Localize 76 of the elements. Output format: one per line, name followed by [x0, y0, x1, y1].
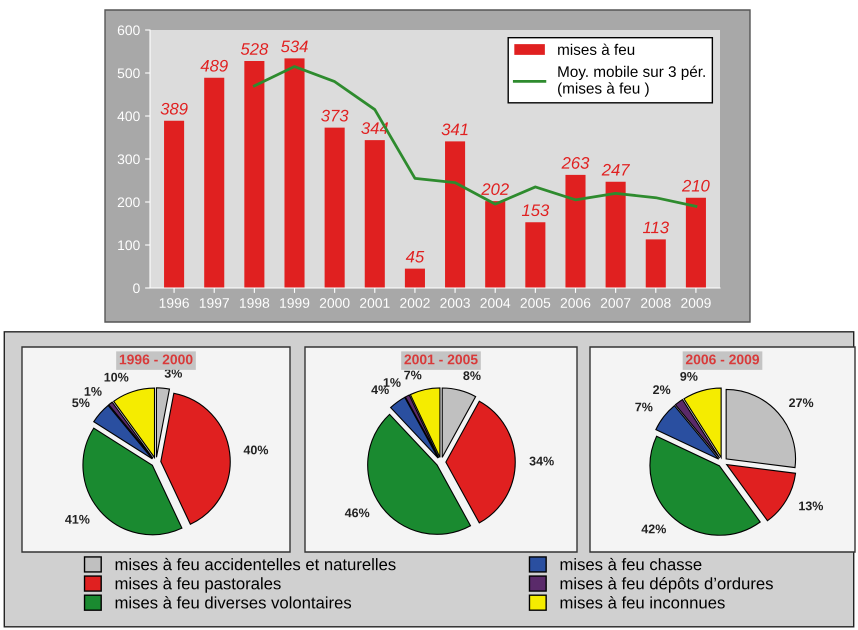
- y-tick-label: 100: [118, 240, 140, 250]
- y-tick-label: 400: [117, 111, 140, 122]
- data-label: 42%: [641, 524, 666, 534]
- x-tick-label: 2006: [560, 298, 590, 308]
- bar: [364, 140, 385, 288]
- bar: [284, 58, 305, 288]
- data-label: 45: [406, 250, 424, 263]
- x-tick-label: 2009: [681, 298, 711, 308]
- bar: [244, 60, 264, 288]
- data-label: 4%: [371, 385, 389, 394]
- y-tick-label: 500: [118, 68, 140, 78]
- data-label: 34%: [529, 456, 554, 466]
- data-label: 373: [321, 110, 348, 122]
- data-label: 41%: [65, 514, 90, 524]
- data-label: 113: [642, 222, 669, 234]
- bar: [404, 268, 425, 288]
- data-label: 1%: [384, 378, 401, 387]
- bar: [525, 222, 546, 288]
- x-tick-label: 1999: [280, 298, 310, 308]
- legend-label: mises à feu inconnues: [560, 596, 725, 609]
- y-tick-label: 600: [118, 25, 140, 36]
- data-label: 263: [561, 157, 590, 169]
- chart-title: 2001 - 2005: [404, 354, 478, 364]
- data-label: 389: [160, 102, 188, 115]
- x-tick-label: 2000: [320, 298, 350, 308]
- bar: [646, 239, 666, 288]
- x-tick-label: 2008: [641, 298, 671, 308]
- data-label: 1%: [84, 386, 102, 396]
- data-label: 9%: [680, 372, 698, 381]
- data-label: 341: [442, 123, 468, 136]
- y-tick-label: 0: [133, 283, 140, 294]
- data-label: 489: [200, 60, 228, 72]
- chart-title: 1996 - 2000: [120, 354, 193, 364]
- data-label: 528: [240, 43, 268, 55]
- data-label: 2%: [653, 385, 670, 394]
- x-tick-label: 1997: [200, 298, 229, 308]
- bar: [485, 201, 506, 288]
- data-label: 247: [602, 164, 630, 176]
- legend-label: mises à feu accidentelles et naturelles: [116, 558, 396, 570]
- data-label: 8%: [463, 371, 481, 380]
- data-label: 27%: [789, 398, 814, 408]
- data-label: 7%: [404, 370, 422, 380]
- data-label: 534: [280, 40, 308, 52]
- legend-label: mises à feu chasse: [560, 558, 702, 570]
- bar: [324, 128, 345, 288]
- x-tick-label: 2001: [360, 298, 390, 308]
- x-tick-label: 2002: [400, 298, 430, 308]
- x-tick-label: 2003: [440, 298, 470, 308]
- data-label: 210: [682, 180, 710, 192]
- x-tick-label: 2004: [480, 298, 510, 308]
- legend-label: mises à feu dépôts d’ordures: [560, 576, 773, 593]
- bar: [164, 120, 184, 288]
- data-label: 5%: [72, 398, 90, 408]
- y-tick-label: 200: [118, 197, 140, 208]
- data-label: 10%: [104, 372, 128, 382]
- bar: [204, 78, 224, 288]
- y-tick-label: 300: [118, 154, 140, 164]
- data-label: 46%: [344, 508, 370, 518]
- chart-title: 2006 - 2009: [686, 354, 760, 364]
- legend-label: Moy. mobile sur 3 pér. (mises à feu ): [558, 66, 705, 97]
- legend-label: mises à feu pastorales: [116, 576, 281, 593]
- data-label: 13%: [799, 501, 824, 510]
- bar: [606, 182, 626, 288]
- data-label: 202: [481, 183, 509, 196]
- legend-label: mises à feu diverses volontaires: [116, 596, 352, 609]
- data-label: 153: [522, 204, 550, 216]
- bar: [565, 174, 586, 288]
- x-tick-label: 2007: [600, 298, 630, 308]
- x-tick-label: 2005: [520, 298, 550, 308]
- bar: [686, 198, 706, 288]
- data-label: 40%: [244, 446, 268, 454]
- bar: [445, 141, 466, 288]
- data-label: 7%: [635, 402, 653, 412]
- x-tick-label: 1996: [160, 298, 189, 308]
- x-tick-label: 1998: [240, 298, 270, 308]
- legend-label: mises à feu: [558, 44, 634, 55]
